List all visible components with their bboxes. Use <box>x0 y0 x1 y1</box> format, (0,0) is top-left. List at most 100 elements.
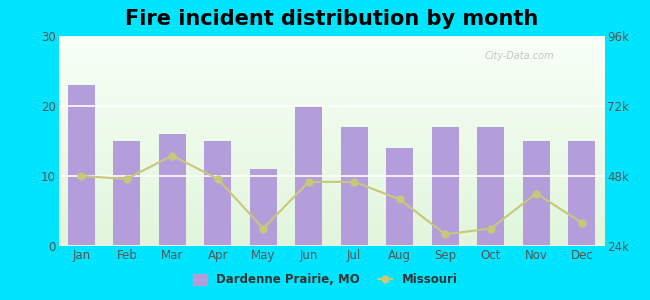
Bar <box>58 134 604 135</box>
Bar <box>58 140 604 141</box>
Bar <box>58 199 604 200</box>
Bar <box>58 75 604 76</box>
Bar <box>58 188 604 189</box>
Bar <box>58 92 604 93</box>
Bar <box>58 155 604 156</box>
Bar <box>58 211 604 212</box>
Bar <box>58 194 604 195</box>
Bar <box>58 93 604 94</box>
Bar <box>58 104 604 105</box>
Bar <box>58 57 604 58</box>
Bar <box>58 86 604 88</box>
Bar <box>58 204 604 205</box>
Bar <box>58 116 604 117</box>
Bar <box>58 205 604 206</box>
Bar <box>58 152 604 154</box>
Bar <box>68 85 95 246</box>
Bar <box>58 222 604 223</box>
Bar <box>58 68 604 69</box>
Bar <box>58 224 604 225</box>
Bar <box>58 229 604 230</box>
Bar <box>58 84 604 86</box>
Bar <box>58 77 604 78</box>
Bar <box>58 223 604 224</box>
Bar <box>58 154 604 155</box>
Bar <box>58 82 604 83</box>
Bar <box>58 131 604 133</box>
Bar <box>58 176 604 177</box>
Bar <box>58 183 604 184</box>
Bar <box>58 239 604 240</box>
Bar <box>58 73 604 74</box>
Bar <box>58 64 604 65</box>
Bar <box>58 50 604 51</box>
Bar <box>58 67 604 68</box>
Bar <box>58 51 604 52</box>
Bar <box>58 44 604 46</box>
Bar <box>58 220 604 221</box>
Bar <box>58 170 604 172</box>
Bar <box>58 53 604 54</box>
Bar <box>58 189 604 190</box>
Bar <box>58 241 604 242</box>
Bar <box>58 72 604 73</box>
Bar <box>58 94 604 95</box>
Bar <box>58 113 604 114</box>
Bar <box>58 225 604 226</box>
Bar <box>58 227 604 228</box>
Bar <box>58 243 604 244</box>
Bar <box>58 110 604 111</box>
Bar <box>58 157 604 158</box>
Bar <box>58 62 604 63</box>
Bar <box>58 63 604 64</box>
Bar <box>58 242 604 243</box>
Bar <box>58 163 604 164</box>
Bar <box>204 141 231 246</box>
Bar <box>58 147 604 148</box>
Bar <box>58 56 604 57</box>
Bar <box>58 206 604 207</box>
Bar <box>58 210 604 211</box>
Bar <box>58 98 604 99</box>
Bar <box>58 240 604 241</box>
Bar <box>58 185 604 186</box>
Bar <box>58 181 604 182</box>
Bar <box>58 117 604 118</box>
Bar <box>295 106 322 246</box>
Bar <box>568 141 595 246</box>
Bar <box>58 91 604 92</box>
Bar <box>58 245 604 246</box>
Bar <box>58 78 604 79</box>
Bar <box>58 100 604 101</box>
Bar <box>58 85 604 86</box>
Bar <box>58 97 604 98</box>
Bar <box>58 133 604 134</box>
Bar <box>58 186 604 187</box>
Bar <box>58 221 604 222</box>
Bar <box>58 96 604 97</box>
Bar <box>58 238 604 239</box>
Bar <box>58 76 604 77</box>
Bar <box>58 208 604 209</box>
Bar <box>58 83 604 84</box>
Title: Fire incident distribution by month: Fire incident distribution by month <box>125 9 538 29</box>
Bar <box>58 184 604 185</box>
Bar <box>58 217 604 218</box>
Bar <box>58 125 604 126</box>
Bar <box>58 55 604 56</box>
Bar <box>58 79 604 80</box>
Bar <box>58 146 604 147</box>
Bar <box>58 173 604 175</box>
Bar <box>58 49 604 50</box>
Bar <box>58 200 604 201</box>
Bar <box>58 38 604 39</box>
Bar <box>58 236 604 238</box>
Bar <box>58 244 604 245</box>
Bar <box>58 103 604 104</box>
Bar <box>58 101 604 102</box>
Bar <box>58 201 604 202</box>
Bar <box>58 187 604 188</box>
Bar <box>58 128 604 130</box>
Bar <box>58 130 604 131</box>
Bar <box>58 48 604 49</box>
